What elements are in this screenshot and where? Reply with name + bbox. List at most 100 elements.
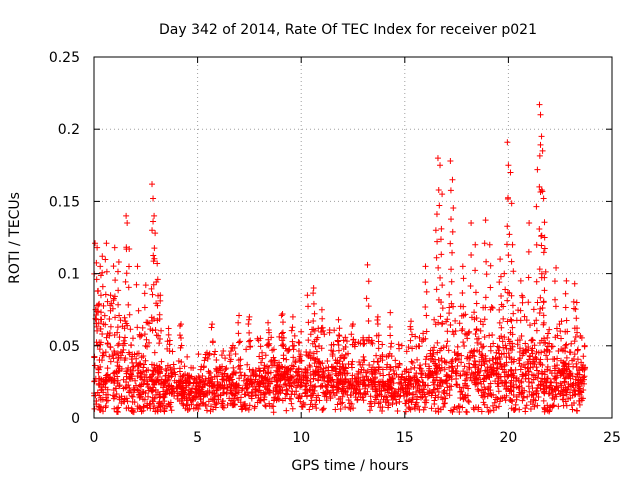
data-point [101,312,108,319]
data-point [163,367,170,374]
data-point-spike [504,318,511,325]
data-point [555,347,562,354]
data-point-spike [503,241,510,248]
data-point-spike [177,344,184,351]
data-point-spike [149,181,156,188]
y-tick-label: 0.2 [58,122,80,138]
data-point [520,347,527,354]
data-point [506,340,513,347]
data-point [127,366,134,373]
data-point [396,361,403,368]
data-point-spike [422,279,429,286]
data-point-spike [99,269,106,276]
data-point [270,403,277,410]
data-point-spike [94,327,101,334]
data-point [270,354,277,361]
data-point [252,367,259,374]
data-point-spike [517,317,524,324]
data-point [151,403,158,410]
data-point [484,368,491,375]
data-point [546,390,553,397]
data-point [565,381,572,388]
data-point [114,362,121,369]
data-point [167,364,174,371]
data-point-spike [447,240,454,247]
data-point [197,366,204,373]
data-point-spike [102,256,109,263]
data-point [161,408,168,415]
data-point [402,408,409,415]
data-point-spike [536,266,543,273]
data-point [298,328,305,335]
data-point [563,402,570,409]
data-point-spike [508,258,515,265]
data-point-spike [471,309,478,316]
data-point-spike [422,263,429,270]
data-point [216,364,223,371]
data-point-spike [540,319,547,326]
data-point-spike [125,301,132,308]
data-point [133,355,140,362]
data-point-spike [311,310,318,317]
data-point [316,359,323,366]
data-point-spike [375,345,382,352]
data-point-spike [133,281,140,288]
data-point [116,396,123,403]
data-point [330,383,337,390]
data-point [120,337,127,344]
data-point [475,404,482,411]
data-point [468,370,475,377]
data-point [134,405,141,412]
data-point [454,382,461,389]
data-point-spike [481,333,488,340]
data-point [448,358,455,365]
data-point-spike [237,338,244,345]
data-point [251,403,258,410]
data-point [561,379,568,386]
data-point-spike [487,284,494,291]
data-point [500,344,507,351]
data-point-spike [100,302,107,309]
data-point [335,342,342,349]
data-point [487,380,494,387]
data-point [171,377,178,384]
data-point-spike [177,322,184,329]
data-point-spike [472,331,479,338]
data-point-spike [125,284,132,291]
data-point [97,403,104,410]
data-point-spike [141,331,148,338]
data-point [503,345,510,352]
data-point [454,363,461,370]
data-point-spike [437,274,444,281]
data-point [488,366,495,373]
data-point-spike [94,244,101,251]
data-point-spike [564,328,571,335]
data-point [162,373,169,380]
data-point [451,404,458,411]
data-point [132,377,139,384]
data-point [294,382,301,389]
data-point [559,396,566,403]
data-point [236,375,243,382]
data-point-spike [508,317,515,324]
data-point [337,380,344,387]
data-point-spike [123,320,130,327]
data-point [453,355,460,362]
data-point [244,361,251,368]
data-points [91,101,589,416]
data-point-spike [574,346,581,353]
data-point [103,372,110,379]
data-point-spike [468,314,475,321]
data-point-spike [95,287,102,294]
data-point [439,305,446,312]
y-axis-label: ROTI / TECUs [7,192,23,284]
data-point [160,393,167,400]
data-point-spike [510,268,517,275]
x-tick-label: 5 [193,430,202,446]
data-point [423,397,430,404]
data-point [386,371,393,378]
data-point [417,362,424,369]
data-point [379,366,386,373]
data-point [572,388,579,395]
data-point-spike [439,191,446,198]
